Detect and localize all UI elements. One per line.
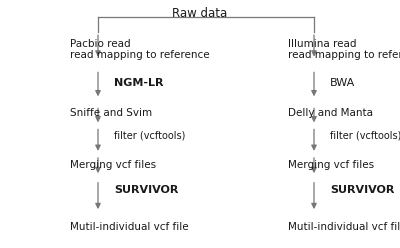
Text: Merging vcf files: Merging vcf files <box>288 160 374 170</box>
Text: Delly and Manta: Delly and Manta <box>288 108 373 118</box>
Text: SURVIVOR: SURVIVOR <box>330 185 394 195</box>
Text: Pacbio read
read mapping to reference: Pacbio read read mapping to reference <box>70 39 210 61</box>
Text: Mutil-individual vcf file: Mutil-individual vcf file <box>288 222 400 232</box>
Text: NGM-LR: NGM-LR <box>114 78 164 88</box>
Text: Illumina read
read mapping to reference: Illumina read read mapping to reference <box>288 39 400 61</box>
Text: Raw data: Raw data <box>172 7 228 20</box>
Text: filter (vcftools): filter (vcftools) <box>330 130 400 140</box>
Text: filter (vcftools): filter (vcftools) <box>114 130 185 140</box>
Text: SURVIVOR: SURVIVOR <box>114 185 178 195</box>
Text: Mutil-individual vcf file: Mutil-individual vcf file <box>70 222 189 232</box>
Text: BWA: BWA <box>330 78 355 88</box>
Text: Sniffe and Svim: Sniffe and Svim <box>70 108 152 118</box>
Text: Merging vcf files: Merging vcf files <box>70 160 156 170</box>
